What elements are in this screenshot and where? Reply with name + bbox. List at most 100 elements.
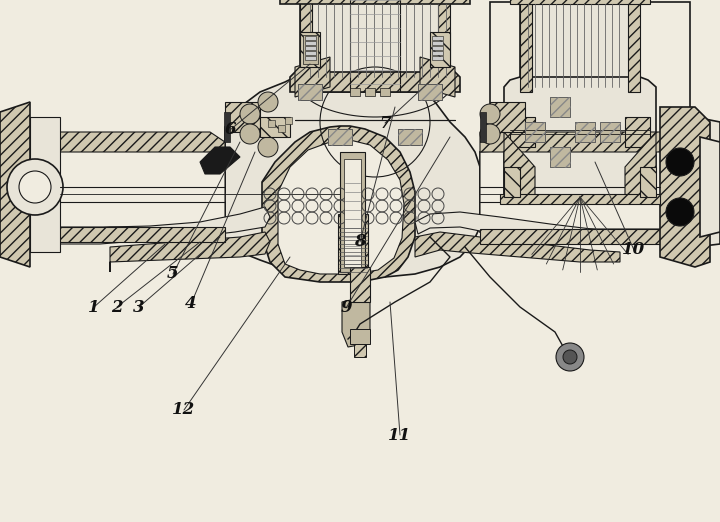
Bar <box>550 97 570 117</box>
Polygon shape <box>0 152 225 192</box>
Circle shape <box>240 104 260 124</box>
Circle shape <box>19 171 51 203</box>
Polygon shape <box>225 72 480 278</box>
Polygon shape <box>50 207 270 252</box>
Polygon shape <box>300 0 312 82</box>
Polygon shape <box>520 0 532 92</box>
Bar <box>432 41 443 45</box>
Circle shape <box>563 350 577 364</box>
Bar <box>365 88 375 96</box>
Bar <box>525 122 545 142</box>
Text: 9: 9 <box>340 300 352 316</box>
Bar <box>380 88 390 96</box>
Circle shape <box>666 198 694 226</box>
Polygon shape <box>5 227 225 242</box>
Polygon shape <box>660 107 710 267</box>
Text: 12: 12 <box>172 401 196 419</box>
Bar <box>338 214 368 274</box>
Circle shape <box>240 124 260 144</box>
Polygon shape <box>30 117 60 252</box>
Polygon shape <box>500 194 660 204</box>
Polygon shape <box>418 84 442 100</box>
Circle shape <box>7 159 63 215</box>
Polygon shape <box>5 142 225 227</box>
Polygon shape <box>480 152 680 192</box>
Bar <box>268 120 275 127</box>
Polygon shape <box>510 0 650 4</box>
Polygon shape <box>504 132 535 197</box>
Polygon shape <box>290 72 460 92</box>
Bar <box>285 117 292 124</box>
Circle shape <box>480 104 500 124</box>
Polygon shape <box>300 32 320 67</box>
Text: 4: 4 <box>185 295 197 313</box>
Text: 8: 8 <box>354 233 366 251</box>
Polygon shape <box>504 167 520 197</box>
Text: 2: 2 <box>111 299 123 315</box>
Bar <box>350 329 370 344</box>
Polygon shape <box>225 102 260 132</box>
Polygon shape <box>278 140 404 274</box>
Text: 3: 3 <box>133 299 145 315</box>
Bar <box>575 122 595 142</box>
Bar <box>550 147 570 167</box>
Bar <box>305 36 316 40</box>
Polygon shape <box>280 0 470 4</box>
Circle shape <box>480 124 500 144</box>
Polygon shape <box>350 267 370 302</box>
Polygon shape <box>342 297 370 347</box>
Circle shape <box>258 137 278 157</box>
Bar <box>520 2 640 92</box>
Polygon shape <box>480 192 680 232</box>
Text: 6: 6 <box>224 121 236 137</box>
Polygon shape <box>420 57 455 97</box>
Polygon shape <box>398 129 422 145</box>
Text: 11: 11 <box>388 426 412 444</box>
Polygon shape <box>625 132 656 197</box>
Circle shape <box>556 343 584 371</box>
Polygon shape <box>295 57 330 97</box>
Bar <box>432 36 443 40</box>
Polygon shape <box>415 232 620 262</box>
Text: 1: 1 <box>88 299 100 315</box>
Polygon shape <box>298 84 322 100</box>
Polygon shape <box>262 126 415 282</box>
Polygon shape <box>490 102 525 132</box>
Bar <box>340 152 365 272</box>
Polygon shape <box>303 35 318 64</box>
Polygon shape <box>625 117 650 147</box>
Bar <box>490 2 690 202</box>
Bar <box>432 56 443 60</box>
Polygon shape <box>110 232 270 272</box>
Polygon shape <box>700 137 720 237</box>
Bar <box>600 122 620 142</box>
Polygon shape <box>438 0 450 82</box>
Polygon shape <box>480 142 680 229</box>
Polygon shape <box>430 32 450 67</box>
Polygon shape <box>415 212 640 244</box>
Polygon shape <box>200 147 240 174</box>
Bar <box>350 88 360 96</box>
Polygon shape <box>480 229 680 244</box>
Polygon shape <box>5 132 225 152</box>
Text: 10: 10 <box>622 242 646 258</box>
Polygon shape <box>640 167 656 197</box>
Bar <box>432 51 443 55</box>
Circle shape <box>666 148 694 176</box>
Polygon shape <box>0 192 225 232</box>
Polygon shape <box>628 0 640 92</box>
Polygon shape <box>0 102 30 267</box>
Bar <box>305 41 316 45</box>
Polygon shape <box>695 117 720 247</box>
Polygon shape <box>260 117 290 137</box>
Polygon shape <box>480 132 680 152</box>
Polygon shape <box>300 0 450 92</box>
Bar <box>354 344 366 357</box>
Polygon shape <box>504 77 656 204</box>
Bar <box>305 51 316 55</box>
Bar <box>480 112 486 142</box>
Circle shape <box>258 92 278 112</box>
Polygon shape <box>510 117 535 147</box>
Bar <box>278 125 285 132</box>
Bar <box>224 112 230 142</box>
